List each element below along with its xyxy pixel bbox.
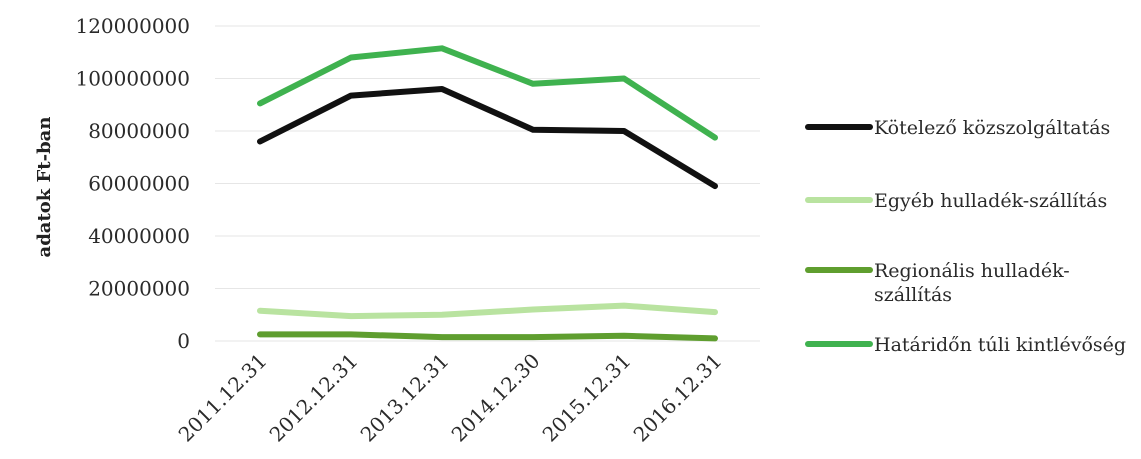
grid-lines [215,25,760,342]
x-tick-label: 2015.12.31 [538,349,636,447]
legend-label: Kötelező közszolgáltatás [874,117,1110,139]
y-tick-label: 20000000 [88,277,190,301]
series-line-1 [257,302,718,320]
series-line-0 [257,86,718,190]
legend-item-3: Határidőn túli kintlévőség [805,334,1126,356]
y-tick-label: 60000000 [88,172,190,196]
y-tick-label: 40000000 [88,224,190,248]
legend-label: Egyéb hulladék-szállítás [874,190,1107,212]
series-lines [257,45,718,342]
y-tick-label: 100000000 [75,67,190,91]
legend-item-1: Egyéb hulladék-szállítás [805,190,1107,212]
x-tick-label: 2013.12.31 [356,349,454,447]
series-line-3 [257,45,718,141]
x-tick-label: 2016.12.31 [629,349,727,447]
series-line-2 [257,331,718,342]
legend: Kötelező közszolgáltatás Egyéb hulladék-s… [805,117,1126,356]
x-tick-label: 2011.12.31 [174,349,272,447]
y-tick-label: 0 [177,329,190,353]
y-axis-label: adatok Ft-ban [34,117,55,258]
y-tick-label: 80000000 [88,119,190,143]
legend-item-0: Kötelező közszolgáltatás [805,117,1110,139]
y-tick-labels: 0 20000000 40000000 60000000 80000000 1000000… [75,14,190,353]
x-tick-label: 2014.12.30 [447,349,545,447]
x-tick-label: 2012.12.31 [265,349,363,447]
legend-label: Határidőn túli kintlévőség [874,334,1126,356]
legend-item-2: Regionális hulladék-szállítás [805,260,1070,306]
x-tick-labels: 2011.12.312012.12.312013.12.312014.12.30… [174,349,727,447]
y-tick-label: 120000000 [75,14,190,38]
legend-label: Regionális hulladék-szállítás [874,260,1070,306]
